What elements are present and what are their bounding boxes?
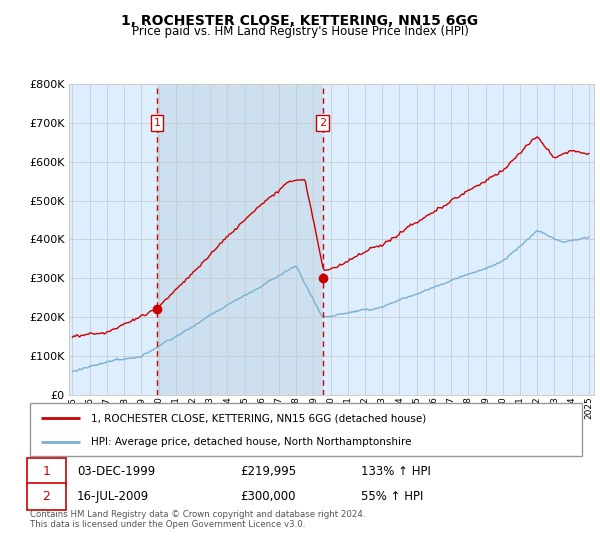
Text: £300,000: £300,000 <box>240 490 295 503</box>
Text: 1: 1 <box>43 465 50 478</box>
Text: Contains HM Land Registry data © Crown copyright and database right 2024.
This d: Contains HM Land Registry data © Crown c… <box>30 510 365 529</box>
Text: Price paid vs. HM Land Registry's House Price Index (HPI): Price paid vs. HM Land Registry's House … <box>131 25 469 38</box>
Text: £219,995: £219,995 <box>240 465 296 478</box>
Text: 2: 2 <box>319 118 326 128</box>
FancyBboxPatch shape <box>30 403 582 456</box>
Text: 1: 1 <box>154 118 161 128</box>
Text: 16-JUL-2009: 16-JUL-2009 <box>77 490 149 503</box>
Text: HPI: Average price, detached house, North Northamptonshire: HPI: Average price, detached house, Nort… <box>91 436 411 446</box>
Text: 1, ROCHESTER CLOSE, KETTERING, NN15 6GG: 1, ROCHESTER CLOSE, KETTERING, NN15 6GG <box>121 14 479 28</box>
Text: 133% ↑ HPI: 133% ↑ HPI <box>361 465 431 478</box>
FancyBboxPatch shape <box>27 458 66 484</box>
Bar <box>157 84 323 395</box>
Text: 2: 2 <box>43 490 50 503</box>
Text: 03-DEC-1999: 03-DEC-1999 <box>77 465 155 478</box>
Text: 1, ROCHESTER CLOSE, KETTERING, NN15 6GG (detached house): 1, ROCHESTER CLOSE, KETTERING, NN15 6GG … <box>91 413 426 423</box>
FancyBboxPatch shape <box>27 483 66 510</box>
Text: 55% ↑ HPI: 55% ↑ HPI <box>361 490 424 503</box>
